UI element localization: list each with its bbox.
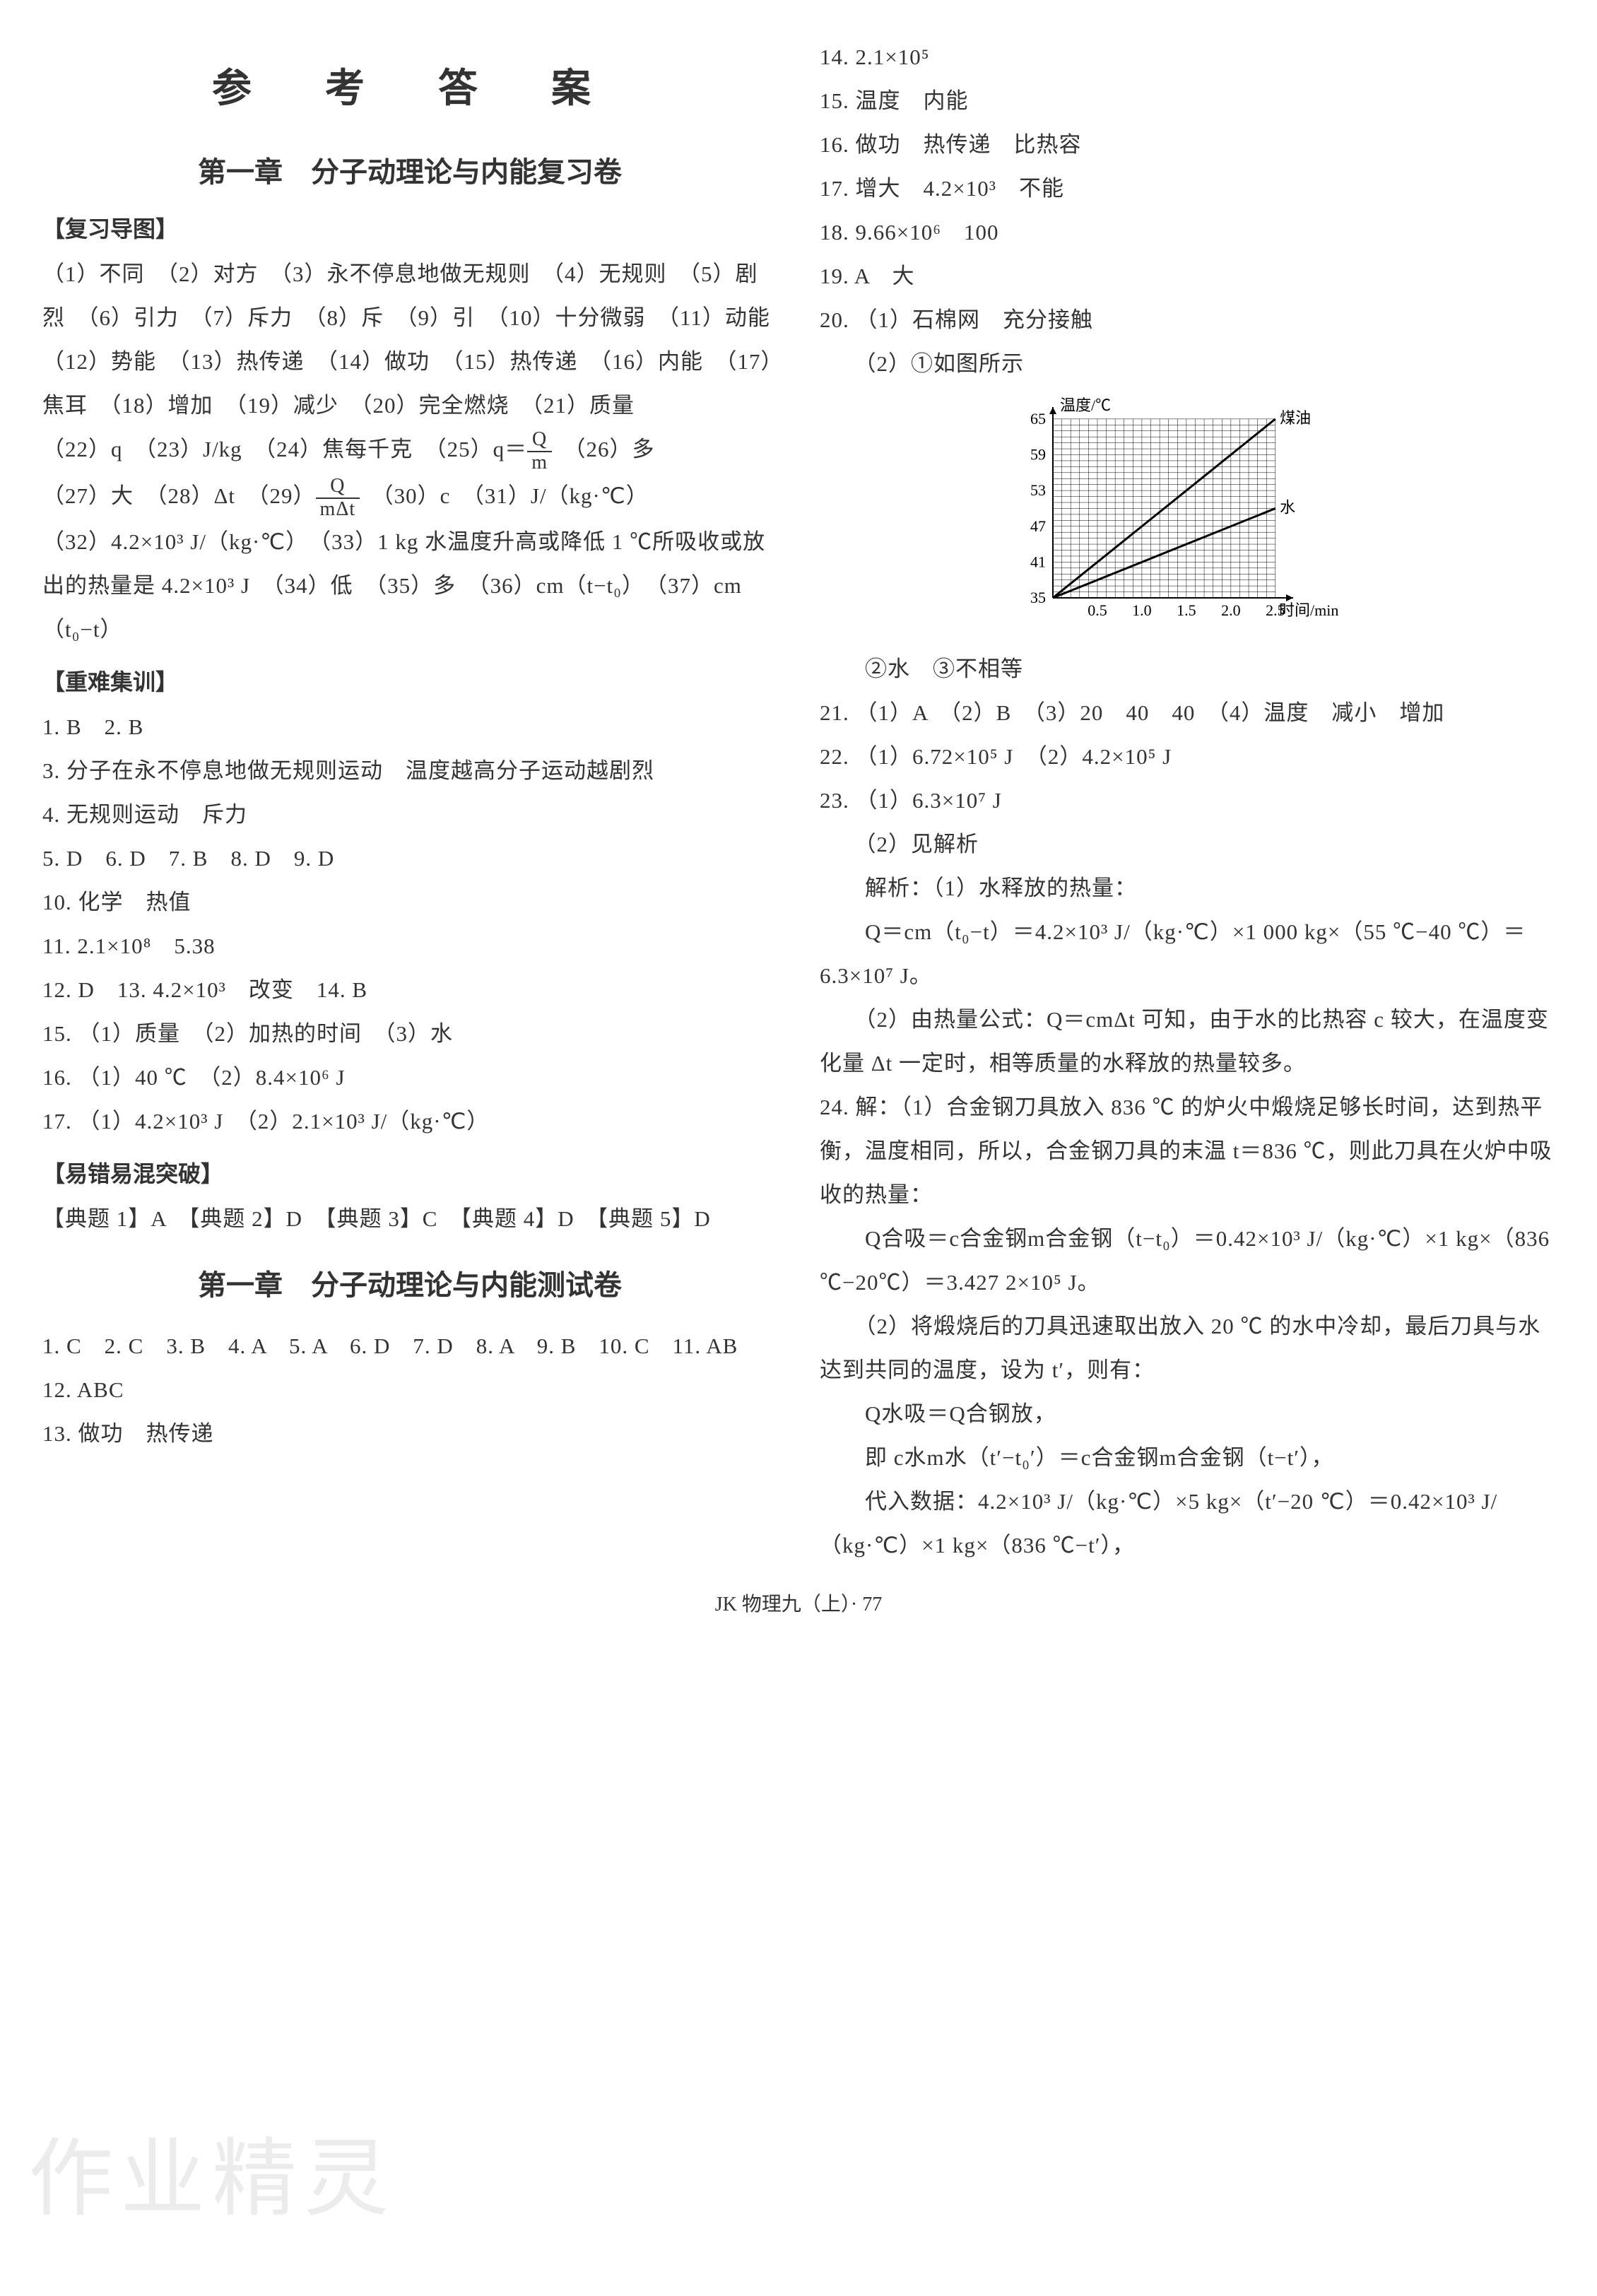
right-column: 14. 2.1×10⁵ 15. 温度 内能 16. 做功 热传递 比热容 17.… [820,35,1555,1567]
page-footer: JK 物理九（上）· 77 [42,1589,1555,1617]
chapter-title-1: 第一章 分子动理论与内能复习卷 [42,149,777,190]
q12: 12. D 13. 4.2×10³ 改变 14. B [42,968,777,1012]
review-p1: （1）不同 （2）对方 （3）永不停息地做无规则 （4）无规则 （5）剧烈 （6… [42,252,777,428]
q10: 10. 化学 热值 [42,881,777,924]
temperature-time-chart: 0.51.01.52.02.5354147535965温度/℃时间/min煤油水 [1003,393,1371,633]
r21: 21. （1）A （2）B （3）20 40 40 （4）温度 减小 增加 [820,691,1555,735]
q1: 1. B 2. B [42,705,777,749]
r20b: （2）①如图所示 [820,342,1555,386]
svg-text:温度/℃: 温度/℃ [1060,396,1111,414]
p2b: （26）多 [552,437,655,461]
r15: 15. 温度 内能 [820,79,1555,123]
svg-text:65: 65 [1030,410,1046,428]
r23e: （2）由热量公式：Q＝cmΔt 可知，由于水的比热容 c 较大，在温度变化量 Δ… [820,998,1555,1085]
watermark: 作业精灵 [28,2109,396,2232]
q11: 11. 2.1×10⁸ 5.38 [42,924,777,968]
q17: 17. （1）4.2×10³ J （2）2.1×10³ J/（kg·℃） [42,1100,777,1143]
svg-text:1.5: 1.5 [1177,601,1196,619]
svg-text:59: 59 [1030,446,1046,464]
r18: 18. 9.66×10⁶ 100 [820,211,1555,254]
chapter-title-2: 第一章 分子动理论与内能测试卷 [42,1262,777,1303]
svg-text:煤油: 煤油 [1280,409,1311,427]
section-error-break: 【易错易混突破】 [42,1156,777,1189]
r23a: 23. （1）6.3×10⁷ J [820,779,1555,823]
q3: 3. 分子在永不停息地做无规则运动 温度越高分子运动越剧烈 [42,749,777,793]
review-p2: （22）q （23）J/kg （24）焦每千克 （25）q＝Qm （26）多 [42,428,777,474]
r24c: （2）将煅烧后的刀具迅速取出放入 20 ℃ 的水中冷却，最后刀具与水达到共同的温… [820,1305,1555,1392]
test-q1: 1. C 2. C 3. B 4. A 5. A 6. D 7. D 8. A … [42,1324,777,1412]
test-q13: 13. 做功 热传递 [42,1412,777,1456]
q5: 5. D 6. D 7. B 8. D 9. D [42,837,777,881]
r20a: 20. （1）石棉网 充分接触 [820,298,1555,342]
frac-q-m: Qm [527,429,552,474]
r24e: 即 c水m水（t′−t₀′）＝c合金钢m合金钢（t−t′）， [820,1436,1555,1480]
r24b: Q合吸＝c合金钢m合金钢（t−t₀）＝0.42×10³ J/（kg·℃）×1 k… [820,1217,1555,1305]
q16: 16. （1）40 ℃ （2）8.4×10⁶ J [42,1056,777,1100]
svg-text:35: 35 [1030,589,1046,606]
r23d: Q＝cm（t₀−t）＝4.2×10³ J/（kg·℃）×1 000 kg×（55… [820,910,1555,998]
left-column: 参 考 答 案 第一章 分子动理论与内能复习卷 【复习导图】 （1）不同 （2）… [42,35,777,1567]
r16: 16. 做功 热传递 比热容 [820,123,1555,167]
r14: 14. 2.1×10⁵ [820,35,1555,79]
section-hard-train: 【重难集训】 [42,664,777,697]
svg-text:53: 53 [1030,481,1046,499]
frac-q-mdt: QmΔt [316,476,360,521]
svg-text:47: 47 [1030,517,1046,535]
r17: 17. 增大 4.2×10³ 不能 [820,167,1555,211]
svg-text:水: 水 [1280,498,1295,516]
examples: 【典题 1】A 【典题 2】D 【典题 3】C 【典题 4】D 【典题 5】D [42,1197,777,1241]
chart-container: 0.51.01.52.02.5354147535965温度/℃时间/min煤油水 [820,393,1555,633]
svg-text:2.0: 2.0 [1221,601,1241,619]
r22: 22. （1）6.72×10⁵ J （2）4.2×10⁵ J [820,735,1555,779]
svg-text:0.5: 0.5 [1088,601,1107,619]
r24f: 代入数据：4.2×10³ J/（kg·℃）×5 kg×（t′−20 ℃）＝0.4… [820,1480,1555,1567]
p3a: （27）大 （28）Δt （29） [42,483,316,508]
r23b: （2）见解析 [820,823,1555,866]
r24a: 24. 解：（1）合金钢刀具放入 836 ℃ 的炉火中煅烧足够长时间，达到热平衡… [820,1085,1555,1217]
main-title: 参 考 答 案 [42,57,777,114]
review-p3: （27）大 （28）Δt （29）QmΔt （30）c （31）J/（kg·℃） [42,474,777,521]
q4: 4. 无规则运动 斥力 [42,793,777,837]
p2a: （22）q （23）J/kg （24）焦每千克 （25）q＝ [42,437,527,461]
p3b: （30）c （31）J/（kg·℃） [360,483,649,508]
r23c: 解析：（1）水释放的热量： [820,866,1555,910]
r19: 19. A 大 [820,254,1555,298]
section-review-map: 【复习导图】 [42,211,777,244]
r24d: Q水吸＝Q合钢放， [820,1392,1555,1436]
q15: 15. （1）质量 （2）加热的时间 （3）水 [42,1012,777,1056]
svg-text:1.0: 1.0 [1132,601,1152,619]
svg-text:41: 41 [1030,553,1046,570]
review-p4: （32）4.2×10³ J/（kg·℃） （33）1 kg 水温度升高或降低 1… [42,520,777,652]
r20c: ②水 ③不相等 [820,647,1555,691]
svg-text:时间/min: 时间/min [1279,601,1338,619]
